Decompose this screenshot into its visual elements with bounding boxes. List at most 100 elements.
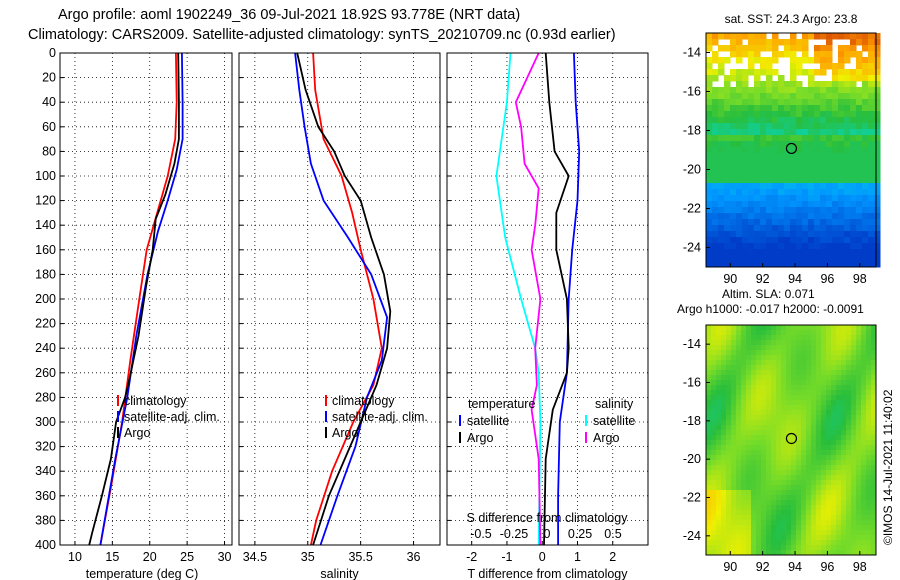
y-tick-label: 320 [35, 440, 56, 454]
map-x-tick-label: 98 [853, 272, 867, 286]
legend-label-satellite: satellite-adj. clim. [124, 410, 220, 424]
y-tick-label: 240 [35, 341, 56, 355]
secondary-x-axis-label: S difference from climatology [467, 511, 629, 525]
series-line-satellite-adj-clim- [99, 52, 184, 546]
legend-label-sat_temp: satellite [593, 414, 635, 428]
map-title: Altim. SLA: 0.071 [722, 287, 815, 301]
x-tick-label: -1 [501, 550, 512, 564]
series-line-t-satellite [557, 52, 581, 545]
map-x-tick-label: 94 [788, 560, 802, 574]
x-tick-label: 15 [105, 550, 119, 564]
x-tick-label: 20 [143, 550, 157, 564]
legend-label-argo: Argo [467, 431, 493, 445]
y-tick-label: 140 [35, 218, 56, 232]
sst-map: 90 92 94 96 98 -14 -16 -18 -20 -22 -24 sat. SST: 24… [683, 12, 881, 286]
map-y-tick-label: -18 [683, 124, 701, 138]
x-tick-label: -2 [466, 550, 477, 564]
y-tick-label: 280 [35, 390, 56, 404]
imos-watermark: ©IMOS 14-Jul-2021 11:40:02 [881, 389, 895, 545]
map-field [706, 33, 881, 268]
x-axis-label: temperature (deg C) [86, 567, 199, 580]
temperature-profile-chart: 10 15 20 25 30020406080100120140160180200220… [35, 46, 233, 580]
series-line-s-argo [514, 52, 542, 546]
salinity-profile-chart: 34.5 35 35.5 36 salinity climatology satellite… [238, 52, 441, 580]
legend-heading-salinity: salinity [595, 397, 634, 411]
map-y-tick-label: -20 [683, 163, 701, 177]
map-x-tick-label: 92 [756, 272, 770, 286]
map-y-tick-label: -24 [683, 241, 701, 255]
legend-label-climatology: climatology [124, 394, 187, 408]
y-tick-label: 340 [35, 464, 56, 478]
x-tick-label: 1 [574, 550, 581, 564]
secondary-x-tick-label: -0.5 [470, 527, 492, 541]
y-tick-label: 300 [35, 415, 56, 429]
x-tick-label: 0 [539, 550, 546, 564]
y-tick-label: 160 [35, 243, 56, 257]
map-y-tick-label: -16 [683, 85, 701, 99]
x-tick-label: 36 [407, 550, 421, 564]
map-frame [705, 324, 877, 556]
y-tick-label: 120 [35, 194, 56, 208]
y-tick-label: 20 [42, 71, 56, 85]
map-y-tick-label: -20 [683, 452, 701, 466]
series-line-satellite-adj-clim- [294, 52, 389, 546]
x-axis-label: salinity [320, 567, 359, 580]
series-line-climatology [99, 52, 178, 546]
secondary-x-tick-label: 0.25 [568, 527, 592, 541]
map-y-tick-label: -22 [683, 202, 701, 216]
map-x-tick-label: 96 [820, 560, 834, 574]
x-tick-label: 35.5 [348, 550, 372, 564]
map-field [706, 325, 877, 556]
map-x-tick-label: 90 [723, 560, 737, 574]
x-tick-label: 10 [68, 550, 82, 564]
series-line-s-satellite [495, 52, 542, 546]
y-tick-label: 380 [35, 513, 56, 527]
argo-position-marker [785, 432, 798, 445]
secondary-x-tick-label: -0.25 [500, 527, 529, 541]
legend-label-satellite: satellite-adj. clim. [332, 410, 428, 424]
map-y-tick-label: -16 [683, 376, 701, 390]
x-tick-label: 30 [218, 550, 232, 564]
map-x-tick-label: 92 [756, 560, 770, 574]
x-tick-label: 25 [180, 550, 194, 564]
y-tick-label: 100 [35, 169, 56, 183]
y-tick-label: 180 [35, 267, 56, 281]
argo-position-marker [785, 142, 798, 155]
page-title-line2: Climatology: CARS2009. Satellite-adjuste… [28, 27, 616, 43]
y-tick-label: 60 [42, 120, 56, 134]
y-tick-label: 360 [35, 489, 56, 503]
sla-map: 90 92 94 96 98 -14 -16 -18 -20 -22 -24 Altim. SLA: … [677, 287, 877, 574]
plot-frame [59, 52, 233, 546]
legend-label-satellite: satellite [467, 414, 509, 428]
map-y-tick-label: -18 [683, 414, 701, 428]
x-axis-label: T difference from climatology [467, 567, 628, 580]
legend-label-sat_sal: Argo [593, 431, 619, 445]
x-tick-label: 2 [609, 550, 616, 564]
map-x-tick-label: 94 [788, 272, 802, 286]
series-line-argo [296, 52, 392, 546]
y-tick-label: 0 [49, 46, 56, 60]
x-tick-label: 35 [301, 550, 315, 564]
map-y-tick-label: -22 [683, 491, 701, 505]
legend-heading-temperature: temperature [468, 397, 535, 411]
map-x-tick-label: 90 [723, 272, 737, 286]
series-line-t-argo [543, 52, 570, 546]
map-y-tick-label: -24 [683, 529, 701, 543]
y-tick-label: 200 [35, 292, 56, 306]
map-frame [705, 32, 877, 268]
map-subtitle: Argo h1000: -0.017 h2000: -0.0091 [677, 302, 864, 316]
secondary-x-tick-label: 0 [544, 527, 551, 541]
map-x-tick-label: 96 [820, 272, 834, 286]
y-tick-label: 400 [35, 538, 56, 552]
legend-label-argo: Argo [124, 426, 150, 440]
y-tick-label: 40 [42, 95, 56, 109]
series-line-argo [88, 52, 180, 546]
legend-label-climatology: climatology [332, 394, 395, 408]
map-y-tick-label: -14 [683, 46, 701, 60]
series-line-climatology [310, 52, 383, 546]
secondary-x-tick-label: 0.5 [604, 527, 621, 541]
y-tick-label: 220 [35, 317, 56, 331]
page-title-line1: Argo profile: aoml 1902249_36 09-Jul-202… [58, 7, 520, 23]
map-x-tick-label: 98 [853, 560, 867, 574]
y-tick-label: 80 [42, 144, 56, 158]
